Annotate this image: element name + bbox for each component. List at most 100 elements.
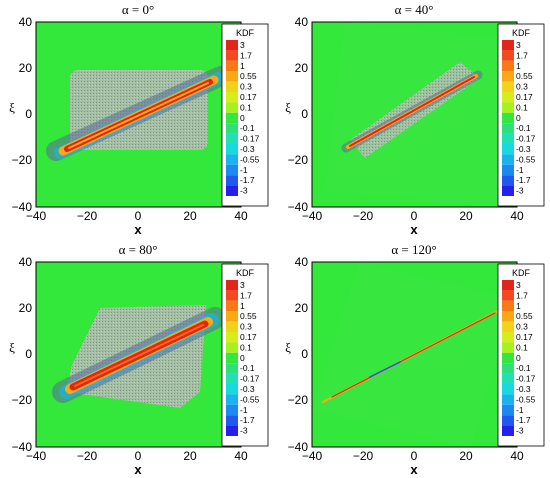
panel-3-legend-swatch-2 xyxy=(226,300,238,312)
panel-1-x-tick-1: −20 xyxy=(77,209,98,223)
panel-2-legend-swatch-11 xyxy=(502,154,514,165)
panel-2-legend-label-13: -1.7 xyxy=(516,175,531,185)
panel-3-legend-label-7: 0 xyxy=(240,353,245,363)
panel-1-legend-label-9: -0.17 xyxy=(240,134,260,144)
panel-4-legend-label-14: -3 xyxy=(516,426,524,436)
panel-2-y-tick-2: 0 xyxy=(301,107,308,121)
panel-4-legend-label-1: 1.7 xyxy=(516,290,528,300)
panel-2-legend-label-5: 0.17 xyxy=(516,92,533,102)
panel-3-legend-swatch-8 xyxy=(226,363,238,374)
panel-1-title: α = 0° xyxy=(122,2,154,17)
panel-1-legend-label-14: -3 xyxy=(240,186,248,196)
panel-1-legend-swatch-6 xyxy=(226,102,238,113)
panel-3-x-tick-3: 20 xyxy=(183,449,197,463)
panel-1-legend-label-0: 3 xyxy=(240,40,245,50)
panel-4-negative-segment xyxy=(369,361,401,378)
panel-4-legend-label-0: 3 xyxy=(516,280,521,290)
panel-3-legend-label-5: 0.17 xyxy=(240,332,257,342)
panel-3-legend-title: KDF xyxy=(236,268,255,278)
panel-3-y-axis: −40 −20 0 20 40 ξ xyxy=(9,255,32,454)
panel-2-legend-swatch-3 xyxy=(502,71,514,82)
panel-1-legend-label-13: -1.7 xyxy=(240,175,255,185)
panel-4-x-label: x xyxy=(410,462,418,477)
panel-1-legend-swatch-11 xyxy=(226,154,238,165)
panel-4-field xyxy=(312,262,517,447)
panel-1-legend-title: KDF xyxy=(236,28,255,38)
panel-2-x-tick-3: 20 xyxy=(459,209,473,223)
panel-2-legend-label-8: -0.1 xyxy=(516,123,531,133)
panel-3-band-tip xyxy=(74,324,204,387)
panel-2-legend-label-14: -3 xyxy=(516,186,524,196)
panel-1-legend-swatch-2 xyxy=(226,60,238,72)
panel-4-legend-swatch-3 xyxy=(502,311,514,322)
panel-2-legend-swatch-1 xyxy=(502,50,514,61)
panel-3-field xyxy=(52,305,226,408)
panel-4-legend-swatch-14 xyxy=(502,425,514,436)
panel-3-x-tick-2: 0 xyxy=(135,449,142,463)
panel-4-legend-swatch-0 xyxy=(502,280,514,291)
panel-1-legend-swatch-13 xyxy=(226,175,238,186)
panel-2-y-axis: −40 −20 0 20 40 ξ xyxy=(285,15,308,214)
panel-4-legend-swatch-10 xyxy=(502,384,514,395)
panel-2-legend: KDF 3 1.7 1 0.55 0.3 0.17 0.1 0 -0.1 xyxy=(497,23,545,207)
panel-2-legend-label-4: 0.3 xyxy=(516,82,528,92)
panel-2-y-tick-1: −20 xyxy=(288,153,309,167)
panel-2-legend-title: KDF xyxy=(512,28,531,38)
panel-1-x-tick-3: 20 xyxy=(183,209,197,223)
panel-1-legend-swatch-9 xyxy=(226,133,238,144)
panel-4-legend-label-6: 0.1 xyxy=(516,342,528,352)
panel-3-legend-label-1: 1.7 xyxy=(240,290,252,300)
panel-3-legend-label-0: 3 xyxy=(240,280,245,290)
panel-1-y-tick-2: 0 xyxy=(25,107,32,121)
panel-1-legend-swatch-1 xyxy=(226,50,238,61)
panel-1-legend-label-3: 0.55 xyxy=(240,71,257,81)
panel-2-legend-swatch-4 xyxy=(502,81,514,92)
panel-4-y-tick-3: 20 xyxy=(295,301,309,315)
panel-4-legend-label-12: -1 xyxy=(516,405,524,415)
panel-1-legend-swatch-5 xyxy=(226,92,238,103)
panel-3-y-tick-3: 20 xyxy=(19,301,33,315)
panel-4-x-tick-1: −20 xyxy=(353,449,374,463)
panel-1-legend-swatch-3 xyxy=(226,71,238,82)
panel-4-legend-swatch-5 xyxy=(502,332,514,343)
panel-3-legend-swatch-9 xyxy=(226,373,238,384)
panel-1-y-tick-0: −40 xyxy=(12,200,33,214)
panel-4-legend-label-2: 1 xyxy=(516,301,521,311)
panel-2-legend-label-12: -1 xyxy=(516,165,524,175)
panel-3-y-tick-2: 0 xyxy=(25,347,32,361)
panel-3-x-tick-0: −40 xyxy=(26,449,47,463)
panel-1-y-label: ξ xyxy=(9,100,15,115)
panel-4-plot-area xyxy=(311,261,518,448)
panel-1-legend-label-11: -0.55 xyxy=(240,154,260,164)
panel-4-x-tick-3: 20 xyxy=(459,449,473,463)
panel-2-legend-swatch-9 xyxy=(502,133,514,144)
panel-4-y-tick-4: 40 xyxy=(295,255,309,269)
panel-1-legend-label-7: 0 xyxy=(240,113,245,123)
panel-3-legend-swatch-12 xyxy=(226,404,238,416)
panel-2-legend-label-0: 3 xyxy=(516,40,521,50)
panel-2-title: α = 40° xyxy=(395,2,434,17)
panel-3-legend-label-14: -3 xyxy=(240,426,248,436)
panel-4-legend-label-3: 0.55 xyxy=(516,311,533,321)
panel-3-x-axis: −40 −20 0 20 40 x xyxy=(26,449,248,477)
panel-4-legend-label-13: -1.7 xyxy=(516,415,531,425)
panel-1-legend-label-10: -0.3 xyxy=(240,144,255,154)
panel-2-legend-swatch-13 xyxy=(502,175,514,186)
panel-2-legend-swatch-5 xyxy=(502,92,514,103)
panel-2-x-tick-0: −40 xyxy=(302,209,323,223)
panel-3-legend-label-6: 0.1 xyxy=(240,342,252,352)
panel-1-y-axis: −40 −20 0 20 40 ξ xyxy=(9,15,32,214)
panel-3-y-tick-0: −40 xyxy=(12,440,33,454)
panel-3-legend-label-13: -1.7 xyxy=(240,415,255,425)
panel-3-legend-swatch-13 xyxy=(226,415,238,426)
panel-1-legend: KDF 3 1.7 1 0.55 0.3 0.17 0.1 0 -0.1 xyxy=(221,23,269,207)
panel-4-legend: KDF 3 1.7 1 0.55 0.3 0.17 0.1 0 -0.1 xyxy=(497,263,545,447)
panel-3-x-label: x xyxy=(134,462,142,477)
panel-4-legend-label-8: -0.1 xyxy=(516,363,531,373)
panel-2-legend-swatch-14 xyxy=(502,185,514,196)
panel-1-field xyxy=(46,66,231,161)
panel-2-x-axis: −40 −20 0 20 40 x xyxy=(302,209,524,237)
panel-3-x-tick-4: 40 xyxy=(234,449,248,463)
panel-2-legend-label-2: 1 xyxy=(516,61,521,71)
panel-1-plot-area xyxy=(35,21,242,208)
